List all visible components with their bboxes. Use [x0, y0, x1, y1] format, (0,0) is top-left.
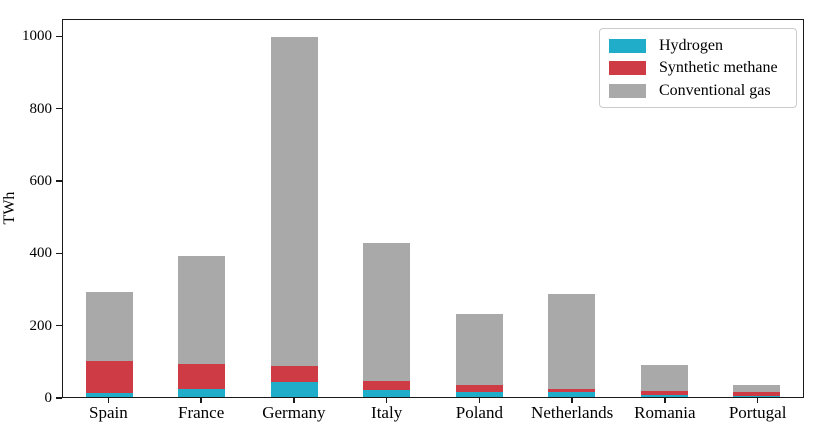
bar-segment-romania-synthetic-methane — [640, 390, 688, 396]
bar-poland — [455, 313, 503, 397]
legend: Hydrogen Synthetic methane Conventional ga… — [599, 28, 797, 108]
bar-slot-france — [156, 20, 249, 397]
legend-label: Hydrogen — [659, 36, 723, 54]
x-tick-mark-portugal — [756, 398, 759, 403]
bar-romania — [640, 365, 688, 397]
bar-slot-spain — [63, 20, 156, 397]
bar-segment-netherlands-conventional-gas — [548, 293, 596, 389]
bar-slot-poland — [433, 20, 526, 397]
x-tick-label-spain: Spain — [89, 403, 128, 422]
bar-segment-germany-synthetic-methane — [270, 365, 318, 382]
bar-italy — [363, 243, 411, 397]
legend-swatch-synthetic-methane — [609, 61, 646, 75]
bar-germany — [270, 37, 318, 397]
bar-segment-portugal-conventional-gas — [733, 385, 781, 392]
bar-slot-portugal — [711, 20, 804, 397]
bar-segment-netherlands-hydrogen — [548, 391, 596, 397]
bar-slot-italy — [341, 20, 434, 397]
bar-segment-poland-synthetic-methane — [455, 385, 503, 392]
x-tick-label-netherlands: Netherlands — [531, 403, 614, 422]
x-tick-label-portugal: Portugal — [728, 403, 787, 422]
bar-slot-romania — [618, 20, 711, 397]
x-tick-mark-italy — [385, 398, 388, 403]
bar-segment-spain-conventional-gas — [85, 292, 133, 361]
y-tick-label-400: 400 — [29, 245, 53, 262]
bar-segment-poland-hydrogen — [455, 391, 503, 397]
legend-item-synthetic-methane: Synthetic methane — [609, 58, 786, 79]
legend-label: Synthetic methane — [659, 59, 778, 76]
y-axis-label: TWh — [1, 191, 18, 225]
y-tick-label-0: 0 — [44, 390, 53, 406]
y-tick-mark-800 — [56, 107, 62, 110]
x-tick-label-poland: Poland — [455, 403, 503, 422]
y-tick-label-600: 600 — [29, 173, 53, 189]
bar-segment-italy-hydrogen — [363, 389, 411, 397]
bar-france — [178, 255, 226, 397]
legend-swatch-conventional-gas — [609, 83, 646, 98]
bar-segment-poland-conventional-gas — [455, 313, 503, 386]
bar-slot-netherlands — [526, 20, 619, 397]
bar-segment-portugal-synthetic-methane — [733, 391, 781, 397]
x-tick-mark-germany — [293, 398, 295, 403]
x-tick-label-romania: Romania — [634, 403, 696, 422]
bars-container — [63, 20, 803, 397]
bar-segment-spain-hydrogen — [85, 392, 133, 397]
y-tick-mark-200 — [56, 324, 62, 327]
bar-segment-italy-synthetic-methane — [363, 380, 411, 390]
bar-segment-italy-conventional-gas — [363, 243, 411, 381]
bar-portugal — [733, 385, 781, 397]
bar-segment-netherlands-synthetic-methane — [548, 388, 596, 392]
y-tick-mark-400 — [56, 252, 62, 255]
y-tick-label-1000: 1000 — [22, 28, 52, 45]
legend-item-conventional-gas: Conventional gas — [609, 80, 786, 101]
y-tick-label-200: 200 — [29, 317, 53, 334]
y-tick-mark-0 — [56, 397, 62, 399]
y-tick-mark-1000 — [56, 35, 62, 38]
x-tick-label-france: France — [177, 403, 225, 422]
bar-segment-france-hydrogen — [178, 388, 226, 397]
x-tick-mark-netherlands — [571, 398, 573, 403]
bar-segment-spain-synthetic-methane — [85, 360, 133, 393]
legend-swatch-hydrogen — [609, 38, 646, 53]
y-tick-mark-600 — [56, 180, 62, 182]
x-tick-mark-spain — [107, 398, 110, 403]
legend-item-hydrogen: Hydrogen — [609, 35, 786, 56]
bar-segment-germany-hydrogen — [270, 381, 318, 397]
bar-spain — [85, 292, 133, 397]
bar-segment-romania-hydrogen — [640, 395, 688, 397]
x-tick-mark-poland — [478, 398, 481, 403]
bar-slot-germany — [248, 20, 341, 397]
bar-segment-france-synthetic-methane — [178, 364, 226, 389]
bar-segment-france-conventional-gas — [178, 255, 226, 365]
x-tick-label-germany: Germany — [262, 403, 326, 422]
y-tick-label-800: 800 — [29, 100, 53, 117]
x-tick-mark-romania — [664, 398, 666, 403]
bar-netherlands — [548, 293, 596, 397]
bar-segment-portugal-hydrogen — [733, 396, 781, 397]
legend-label: Conventional gas — [659, 81, 771, 99]
bar-segment-germany-conventional-gas — [270, 37, 318, 366]
bar-segment-romania-conventional-gas — [640, 365, 688, 391]
x-tick-mark-france — [200, 398, 202, 403]
x-tick-label-italy: Italy — [371, 403, 403, 422]
